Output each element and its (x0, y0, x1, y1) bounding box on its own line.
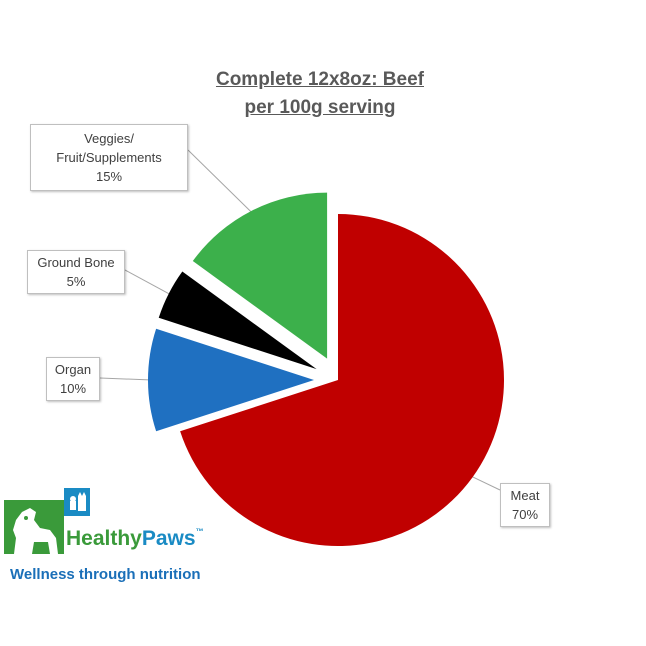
leader-line (187, 149, 254, 215)
pie-slice-ground-bone (158, 271, 317, 370)
slice-label-ground-bone-name: Ground Bone (37, 255, 115, 270)
slice-label-ground-bone-value: 5% (66, 274, 86, 289)
slice-label-meat-name: Meat (510, 488, 540, 503)
slice-label-veggies-value: 15% (95, 169, 123, 184)
dog-silhouette-icon (4, 500, 64, 554)
brand-tagline: Wellness through nutrition (10, 566, 201, 583)
cat-dog-badge-icon (64, 488, 90, 516)
brand-name-paws: Paws (141, 527, 196, 550)
slice-label-veggies-name: Veggies/ Fruit/Supplements (56, 131, 162, 165)
brand-trademark: ™ (195, 527, 204, 536)
slice-label-meat: Meat 70% (500, 483, 550, 527)
pie-slice-organ (148, 328, 314, 432)
brand-logo: HealthyPaws™ Wellness through nutrition (4, 488, 204, 583)
pie-slice-veggies-fruit-supplements (192, 192, 328, 359)
slice-label-organ: Organ 10% (46, 357, 100, 401)
leader-line (124, 269, 173, 296)
slice-label-organ-name: Organ (54, 362, 92, 377)
slice-label-veggies: Veggies/ Fruit/Supplements 15% (30, 124, 188, 191)
pie-slice-meat (180, 214, 504, 546)
leader-line (468, 474, 501, 491)
chart-title: Complete 12x8oz: Beef per 100g serving (140, 66, 500, 122)
slice-label-meat-value: 70% (511, 507, 539, 522)
leader-lines (99, 149, 501, 491)
leader-line (99, 377, 153, 381)
slice-label-ground-bone: Ground Bone 5% (27, 250, 125, 294)
brand-name: HealthyPaws™ (66, 527, 204, 551)
chart-title-line-2: per 100g serving (244, 97, 396, 118)
brand-name-healthy: Healthy (66, 527, 142, 550)
chart-title-line-1: Complete 12x8oz: Beef (215, 69, 424, 90)
pie-slices (148, 192, 504, 546)
slice-label-organ-value: 10% (59, 381, 87, 396)
